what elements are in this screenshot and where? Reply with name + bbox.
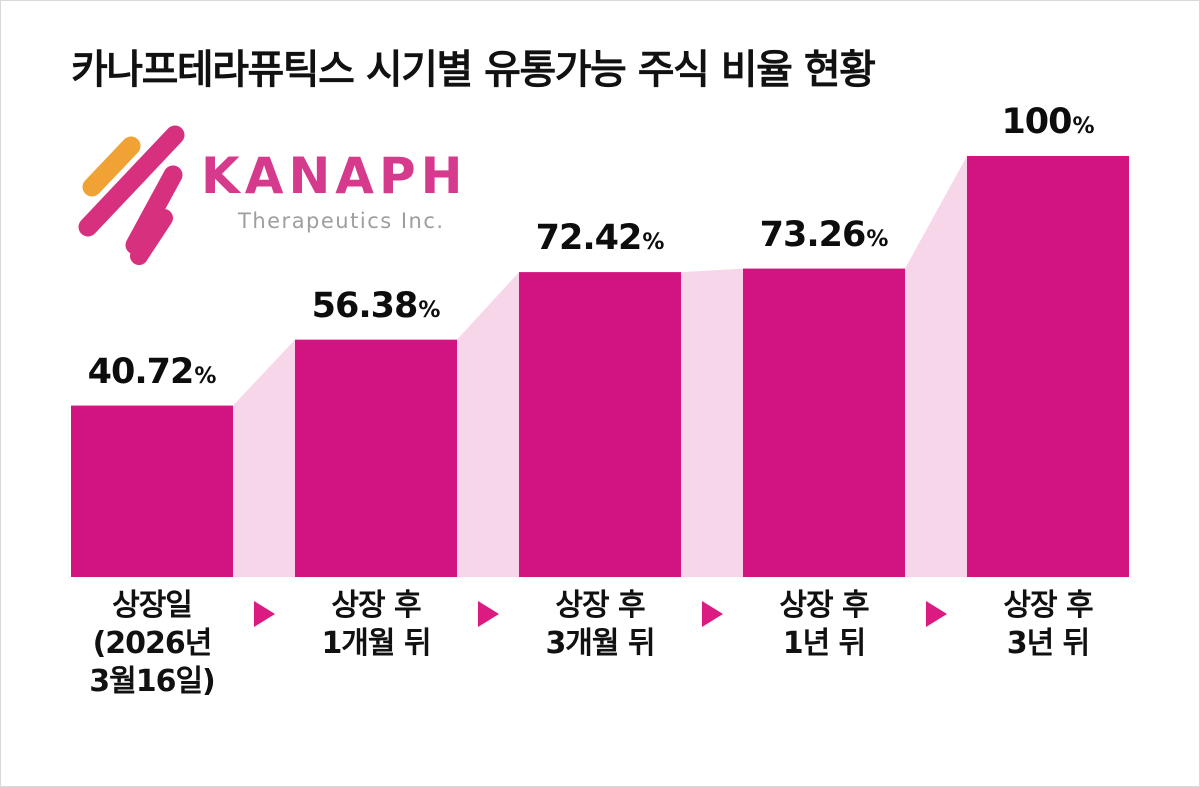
value-number: 100 [1001, 102, 1072, 142]
kanaph-logo: KANAPH Therapeutics Inc. [73, 117, 462, 267]
category-label-line: 상장일 [112, 588, 193, 623]
category-label: 상장일 (2026년 3월16일) [42, 587, 262, 701]
bar-connector [681, 268, 743, 577]
value-label: 56.38% [266, 286, 486, 326]
bar [743, 268, 905, 577]
category-label-line: 3년 뒤 [1006, 626, 1091, 661]
category-label-line: 1개월 뒤 [321, 626, 431, 661]
category-label-line: 3개월 뒤 [545, 626, 655, 661]
bar-connector [233, 339, 295, 577]
value-label: 72.42% [490, 218, 710, 258]
kanaph-logo-icon [78, 125, 185, 265]
category-label-line: 상장 후 [779, 588, 869, 623]
value-number: 40.72 [87, 351, 195, 392]
arrow-right-icon [254, 601, 275, 627]
value-label: 100% [938, 102, 1158, 142]
value-unit: % [418, 297, 441, 323]
arrow-right-icon [926, 601, 947, 627]
category-label: 상장 후 3년 뒤 [938, 587, 1158, 663]
chart-title: 카나프테라퓨틱스 시기별 유통가능 주식 비율 현황 [71, 47, 876, 93]
bar [295, 339, 457, 577]
value-label: 73.26% [714, 215, 934, 255]
category-label-line: (2026년 [92, 626, 213, 661]
value-number: 56.38 [311, 285, 419, 326]
bar-connector [457, 272, 519, 577]
category-label: 상장 후 1년 뒤 [714, 587, 934, 663]
arrow-right-icon [702, 601, 723, 627]
value-unit: % [194, 363, 217, 389]
bar [519, 272, 681, 577]
logo-subtitle: Therapeutics Inc. [238, 209, 445, 233]
arrow-right-icon [478, 601, 499, 627]
value-number: 72.42 [535, 218, 643, 259]
category-label-line: 1년 뒤 [782, 626, 867, 661]
value-label: 40.72% [42, 352, 262, 392]
bar-connector [905, 156, 967, 577]
bar [967, 156, 1129, 577]
value-unit: % [1072, 114, 1095, 139]
bar [71, 405, 233, 577]
category-label: 상장 후 1개월 뒤 [266, 587, 486, 663]
value-unit: % [866, 226, 889, 252]
category-label-line: 3월16일) [89, 664, 216, 699]
value-number: 73.26 [759, 214, 867, 255]
category-label: 상장 후 3개월 뒤 [490, 587, 710, 663]
logo-company-name: KANAPH [201, 147, 468, 205]
category-label-line: 상장 후 [1003, 588, 1093, 623]
category-label-line: 상장 후 [555, 588, 645, 623]
category-label-line: 상장 후 [331, 588, 421, 623]
value-unit: % [642, 230, 665, 256]
